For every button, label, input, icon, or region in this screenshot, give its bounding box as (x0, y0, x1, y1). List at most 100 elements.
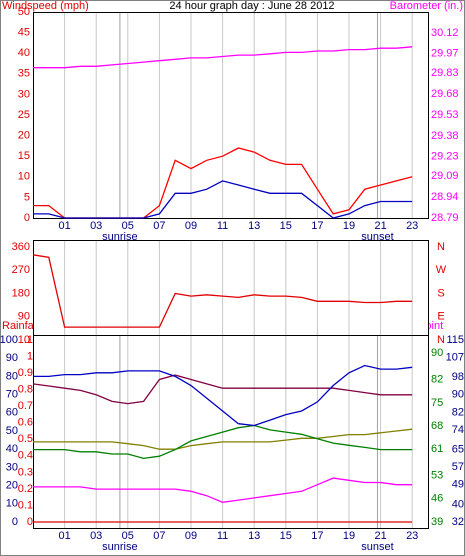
data-line (33, 428, 413, 450)
y-tick-label: 53 (431, 470, 443, 482)
y-tick-label: 20 (6, 480, 18, 492)
x-tick-label: 17 (311, 530, 323, 542)
y-tick-label: 74 (452, 424, 464, 436)
y-tick-label: 90 (452, 389, 464, 401)
y-tick-label: 0.3 (18, 466, 33, 478)
y-tick-label: 65 (452, 444, 464, 456)
y-tick-label: 29.23 (431, 151, 459, 163)
y-tick-label: 32 (452, 516, 464, 528)
y-tick-label: 29.83 (431, 67, 459, 79)
plot-area (33, 240, 429, 348)
y-tick-label: 29.97 (431, 48, 459, 60)
data-line (33, 364, 413, 427)
y-tick-label: 60 (6, 407, 18, 419)
data-line (33, 46, 413, 69)
y-tick-label: 20 (18, 130, 30, 142)
y-tick-label: 0 (27, 516, 33, 528)
y-tick-label: 29.38 (431, 130, 459, 142)
annotation: sunset (361, 231, 393, 243)
y-tick-label: 360 (12, 241, 30, 253)
y-tick-label: 180 (12, 287, 30, 299)
x-tick-label: 19 (343, 530, 355, 542)
y-tick-label: 10 (18, 171, 30, 183)
y-tick-label: 15 (18, 150, 30, 162)
y-tick-label: 30 (18, 88, 30, 100)
y-tick-label: 30.12 (431, 27, 459, 39)
y-tick-label: 57 (452, 461, 464, 473)
x-tick-label: 13 (248, 220, 260, 232)
x-tick-label: 17 (311, 220, 323, 232)
y-tick-label: S (437, 287, 444, 299)
x-tick-label: 03 (90, 530, 102, 542)
y-tick-label: 39 (431, 516, 443, 528)
x-tick-label: 13 (248, 530, 260, 542)
y-tick-label: 115 (446, 334, 464, 346)
y-tick-label: 0 (24, 212, 30, 224)
y-tick-label: N (437, 334, 445, 346)
annotation: sunset (361, 541, 393, 553)
data-line (33, 424, 413, 460)
x-tick-label: 09 (185, 220, 197, 232)
y-tick-label: 68 (431, 420, 443, 432)
x-tick-label: 21 (374, 220, 386, 232)
y-tick-label: 70 (6, 389, 18, 401)
y-tick-label: 46 (431, 493, 443, 505)
x-tick-label: 15 (280, 220, 292, 232)
y-tick-label: E (437, 311, 444, 323)
y-tick-label: 98 (452, 371, 464, 383)
y-tick-label: 29.09 (431, 170, 459, 182)
y-tick-label: 35 (18, 68, 30, 80)
chart-title: 24 hour graph day : June 28 2012 (169, 0, 334, 12)
x-tick-label: 11 (217, 220, 228, 232)
y-tick-label: 100 (0, 334, 18, 346)
data-line (32, 254, 413, 328)
x-tick-label: 07 (153, 530, 165, 542)
y-tick-label: 1 (27, 350, 33, 362)
y-tick-label: 0.6 (18, 417, 33, 429)
annotation: sunrise (102, 231, 137, 243)
y-tick-label: 0 (24, 334, 30, 346)
y-tick-label: 10 (6, 498, 18, 510)
x-tick-label: 05 (122, 530, 134, 542)
data-line (33, 180, 413, 219)
y-tick-label: 0.8 (18, 384, 33, 396)
x-tick-label: 03 (90, 220, 102, 232)
y-tick-label: 82 (452, 406, 464, 418)
y-tick-label: 75 (431, 397, 443, 409)
y-tick-label: 61 (431, 443, 443, 455)
y-tick-label: 90 (18, 311, 30, 323)
y-tick-label: 0 (12, 516, 18, 528)
x-tick-label: 19 (343, 220, 355, 232)
y-tick-label: 28.79 (431, 212, 459, 224)
data-line (32, 374, 413, 405)
x-tick-label: 01 (58, 220, 70, 232)
x-tick-label: 09 (185, 530, 197, 542)
y-tick-label: N (437, 241, 445, 253)
x-tick-label: 01 (58, 530, 70, 542)
y-tick-label: 40 (6, 443, 18, 455)
data-line (33, 477, 413, 503)
y-tick-label: 45 (18, 27, 30, 39)
x-tick-label: 15 (280, 530, 292, 542)
y-tick-label: 50 (18, 6, 30, 18)
y-tick-label: 90 (431, 347, 443, 359)
y-tick-label: 29.53 (431, 109, 459, 121)
y2-axis-label: Barometer (in.) (390, 0, 463, 12)
y-tick-label: 1.1 (18, 334, 33, 346)
x-tick-label: 21 (374, 530, 386, 542)
y-tick-label: W (436, 264, 447, 276)
y-tick-label: 30 (6, 461, 18, 473)
x-tick-label: 23 (406, 220, 418, 232)
y-tick-label: 29.68 (431, 88, 459, 100)
y-tick-label: 5 (24, 191, 30, 203)
y-tick-label: 0.9 (18, 367, 33, 379)
y-tick-label: 0.2 (18, 483, 33, 495)
y-tick-label: 40 (18, 47, 30, 59)
plot-area (33, 12, 429, 219)
x-tick-label: 11 (217, 530, 228, 542)
y-axis-label: Windspeed (mph) (2, 0, 89, 12)
y-tick-label: 28.94 (431, 191, 459, 203)
y-tick-label: 270 (12, 264, 30, 276)
y-tick-label: 40 (452, 498, 464, 510)
